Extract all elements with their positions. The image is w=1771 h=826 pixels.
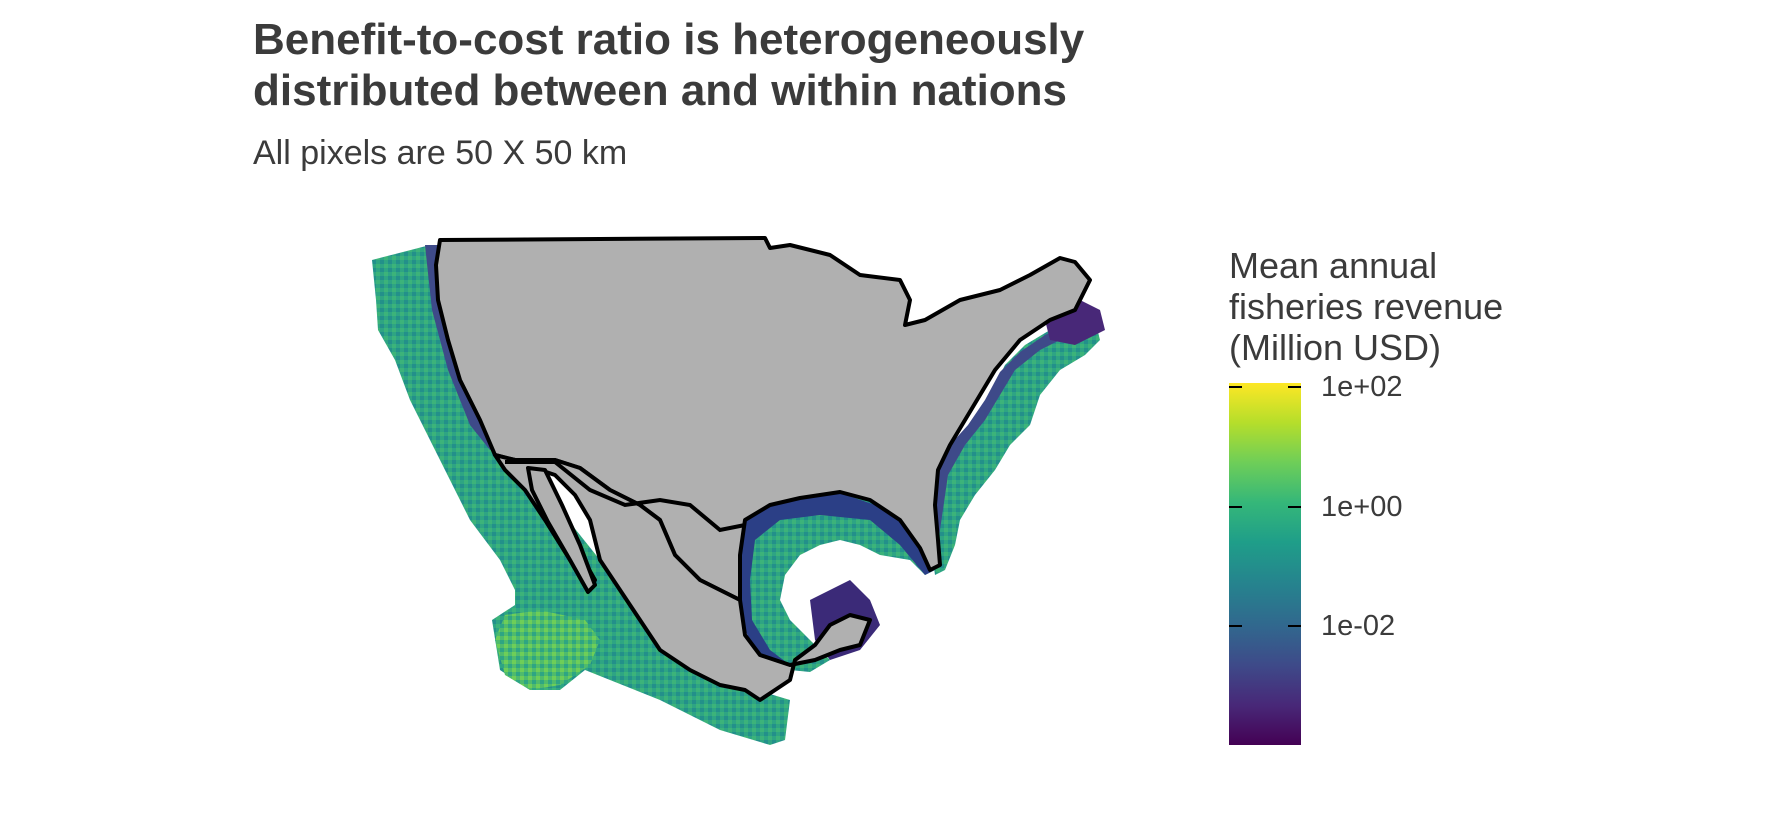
us-mexico-border <box>505 460 746 533</box>
legend-colorbar <box>1229 383 1301 745</box>
title-line-1: Benefit-to-cost ratio is heterogeneously <box>253 15 1085 64</box>
gulf-mexico-pixels <box>740 492 935 672</box>
colorbar-tick-right-1e02 <box>1288 386 1301 388</box>
legend-tick-label-1e02: 1e+02 <box>1321 371 1403 403</box>
legend-title-line-2: fisheries revenue <box>1229 286 1504 327</box>
legend-tick-label-1e-02: 1e-02 <box>1321 610 1396 642</box>
legend-title-line-1: Mean annual <box>1229 245 1438 286</box>
title-line-2: distributed between and within nations <box>253 66 1068 115</box>
map-title: Benefit-to-cost ratio is heterogeneously… <box>253 14 1233 116</box>
pacific-nearshore-dark <box>425 245 500 450</box>
colorbar-tick-left-1e-02 <box>1229 625 1242 627</box>
colorbar-tick-left-1e00 <box>1229 506 1242 508</box>
colorbar-tick-left-1e02 <box>1229 386 1242 388</box>
colorbar-tick-right-1e-02 <box>1288 625 1301 627</box>
land-masses <box>434 236 1092 702</box>
legend-title-line-3: (Million USD) <box>1229 327 1442 368</box>
atlantic-pixel-band <box>930 320 1100 575</box>
legend-tick-label-1e00: 1e+00 <box>1321 491 1403 523</box>
colorbar-tick-right-1e00 <box>1288 506 1301 508</box>
baja-offshore-pixels <box>495 610 600 690</box>
map-subtitle: All pixels are 50 X 50 km <box>253 134 628 172</box>
baja-peninsula-land <box>526 466 597 594</box>
legend-title: Mean annual fisheries revenue (Million U… <box>1229 245 1569 368</box>
atlantic-nearshore-dark <box>930 320 1098 570</box>
gulf-mexico-dark-rim <box>738 493 935 665</box>
new-england-dark-pixels <box>1045 300 1105 345</box>
